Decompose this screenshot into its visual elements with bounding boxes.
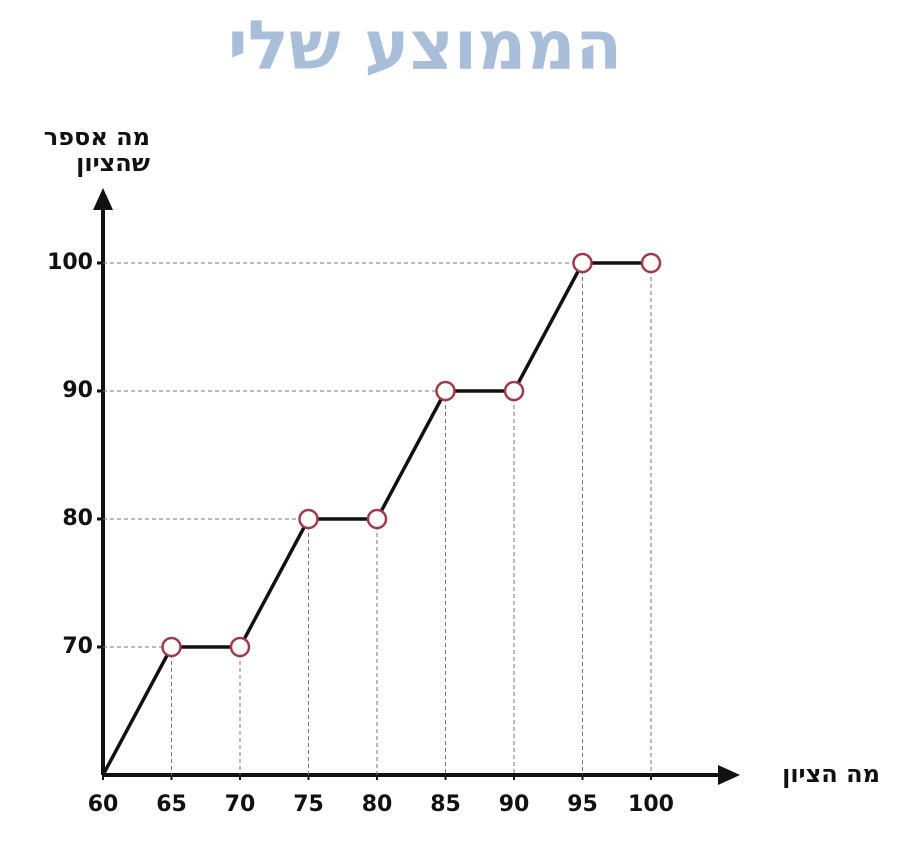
x-tick-label: 95	[567, 792, 598, 817]
data-point	[640, 252, 662, 274]
x-tick-label: 90	[499, 792, 530, 817]
y-tick-label: 100	[47, 250, 93, 275]
y-axis-label: שהציון	[76, 149, 150, 177]
data-point	[229, 636, 251, 658]
x-tick-label: 60	[88, 792, 119, 817]
chart-title: הממוצע שלי	[228, 7, 623, 86]
x-tick-label: 100	[628, 792, 674, 817]
y-tick-label: 70	[62, 634, 93, 659]
x-tick-label: 75	[293, 792, 324, 817]
x-tick-label: 70	[225, 792, 256, 817]
y-tick-label: 90	[62, 378, 93, 403]
data-point	[161, 636, 182, 658]
data-point	[366, 508, 388, 530]
data-point	[572, 252, 593, 274]
data-point	[435, 380, 456, 402]
x-axis-label: מה הציון	[782, 760, 880, 788]
y-axis-label: מה אספר	[44, 123, 150, 151]
y-tick-label: 80	[62, 506, 93, 531]
y-axis-arrow	[93, 188, 113, 210]
x-tick-label: 80	[362, 792, 393, 817]
x-tick-label: 85	[430, 792, 461, 817]
x-axis-arrow	[718, 765, 740, 785]
data-point	[503, 380, 525, 402]
data-point	[298, 508, 319, 530]
x-tick-label: 65	[156, 792, 187, 817]
